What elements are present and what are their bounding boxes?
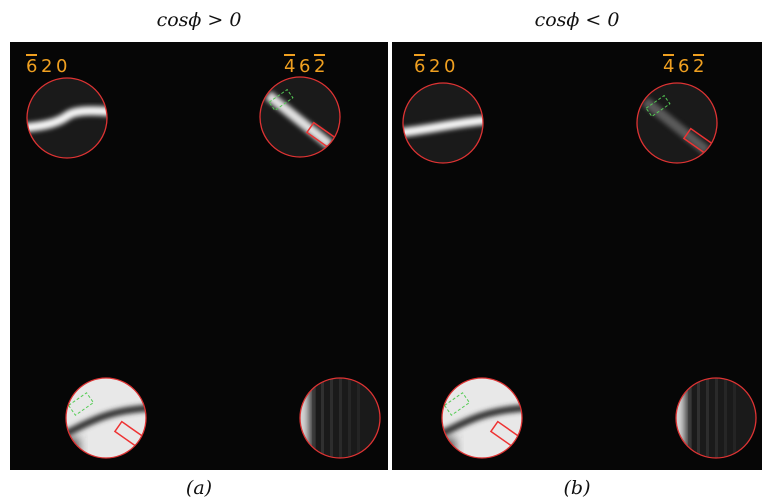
stripe: [348, 378, 351, 458]
stripe: [715, 378, 718, 458]
index-digit: 2: [429, 56, 440, 77]
stripe: [312, 378, 315, 458]
index-digit: 0: [56, 56, 67, 77]
stripe: [724, 378, 727, 458]
stripe: [330, 378, 333, 458]
index-digit: 0: [444, 56, 455, 77]
stripe: [697, 378, 700, 458]
stripe: [688, 378, 691, 458]
stripe: [357, 378, 360, 458]
index-digit: 6: [414, 56, 425, 77]
stripe: [321, 378, 324, 458]
index-digit: 6: [26, 56, 37, 77]
index-digit: 2: [693, 56, 704, 77]
index-digit: 6: [678, 56, 689, 77]
index-digit: 2: [41, 56, 52, 77]
panel-title: cos𝜙 > 0: [157, 9, 242, 31]
index-digit: 4: [663, 56, 674, 77]
index-digit: 2: [314, 56, 325, 77]
figure: cos𝜙 > 0 cos𝜙 < 0 (a) (b) 620462620462: [0, 0, 762, 502]
stripe: [339, 378, 342, 458]
index-digit: 6: [299, 56, 310, 77]
stripe: [733, 378, 736, 458]
panel-caption: (a): [186, 477, 212, 499]
panel-caption: (b): [564, 477, 591, 499]
panel-title: cos𝜙 < 0: [535, 9, 620, 31]
stripe: [706, 378, 709, 458]
index-digit: 4: [284, 56, 295, 77]
